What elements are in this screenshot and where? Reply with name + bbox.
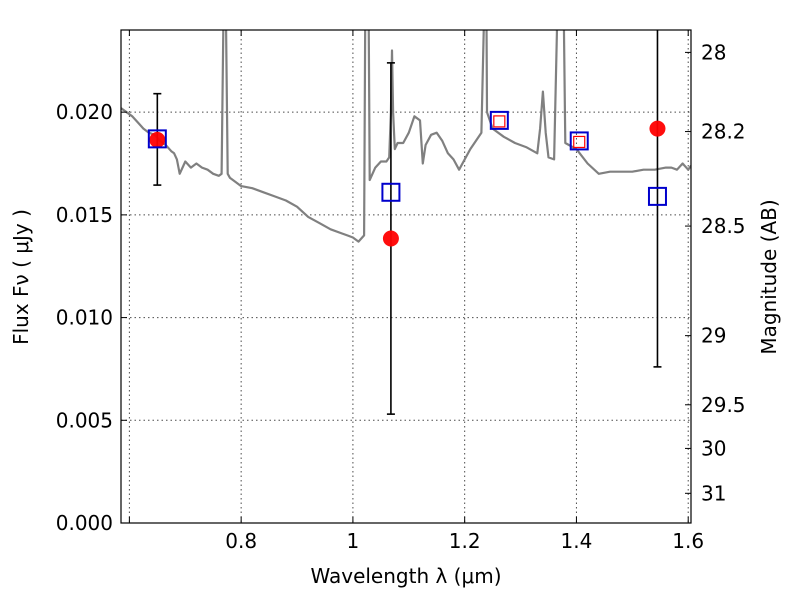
y-tick-label: 0.005 — [56, 408, 113, 432]
right-tick-label: 31 — [701, 481, 726, 505]
y-tick-label: 0.000 — [56, 511, 113, 535]
model-spectrum-line — [121, 30, 691, 243]
model-band-square — [147, 129, 167, 149]
grid — [121, 30, 691, 523]
right-tick-label: 30 — [701, 436, 726, 460]
y-axis-label: Flux Fν ( μJy ) — [9, 209, 33, 345]
right-axis-label: Magnitude (AB) — [757, 199, 781, 354]
plot-frame — [120, 29, 692, 524]
x-tick-label: 1 — [347, 529, 360, 553]
model-band-square — [647, 186, 667, 206]
y-tick-label: 0.020 — [56, 100, 113, 124]
model-band-square — [489, 110, 509, 130]
right-tick-label: 28.5 — [701, 214, 746, 238]
markers — [147, 30, 667, 415]
right-tick-label: 28 — [701, 40, 726, 64]
inner-square — [573, 135, 586, 149]
inner-square — [493, 115, 506, 128]
observed-point — [382, 230, 399, 247]
x-tick-label: 1.6 — [672, 529, 704, 553]
axes: 0.8 1 1.2 1.4 1.6 0.000 0.005 0.010 0.015 0.020 28… — [56, 30, 746, 553]
model-band-square — [381, 182, 401, 202]
model-band-square — [569, 131, 589, 151]
right-tick-label: 29.5 — [701, 393, 746, 417]
right-tick-label: 28.2 — [701, 120, 746, 144]
observed-point — [649, 120, 666, 137]
right-tick-label: 29 — [701, 324, 726, 348]
y-tick-label: 0.010 — [56, 306, 113, 330]
x-tick-label: 1.4 — [561, 529, 593, 553]
y-tick-label: 0.015 — [56, 203, 113, 227]
x-tick-label: 1.2 — [449, 529, 481, 553]
observed-point — [149, 131, 166, 148]
x-axis-label: Wavelength λ (μm) — [310, 564, 501, 588]
plot-area — [121, 30, 691, 243]
x-tick-label: 0.8 — [225, 529, 257, 553]
